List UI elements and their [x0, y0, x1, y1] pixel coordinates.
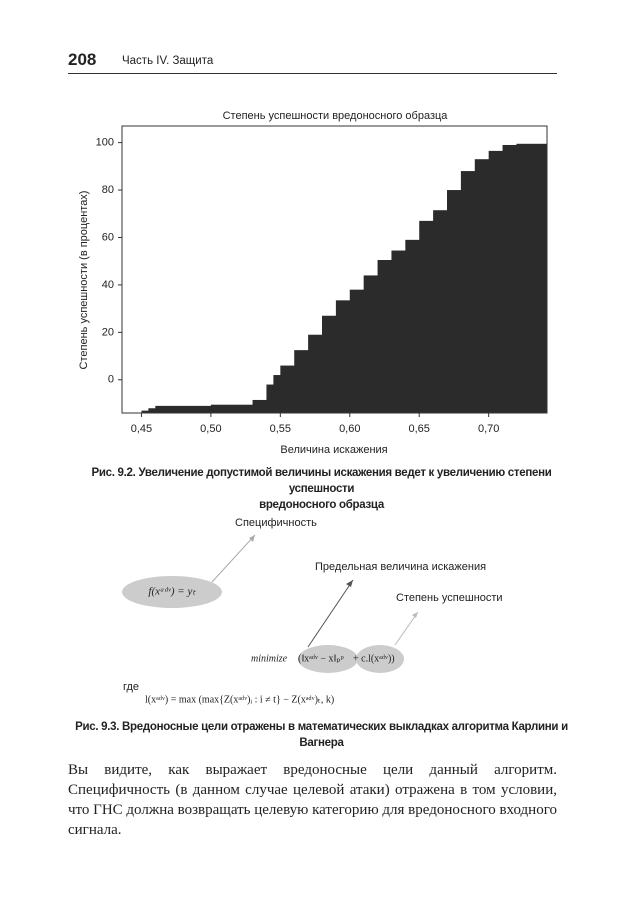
arrow	[211, 534, 256, 583]
step-bar	[447, 190, 462, 413]
arrowhead	[412, 612, 418, 618]
y-tick-label: 20	[102, 326, 114, 338]
formula: l(xᵃᵈᵛ) = max (max{Z(xᵃᵈᵛ)ᵢ : i ≠ t} − Z…	[145, 694, 334, 705]
caption-label: Рис. 9.3.	[75, 721, 120, 733]
ellipse	[122, 576, 222, 608]
header-rule	[68, 73, 557, 74]
step-bar	[273, 375, 281, 413]
arrow	[394, 611, 419, 646]
step-bar	[280, 365, 295, 413]
y-axis-label: Степень успешности (в процентах)	[78, 191, 90, 370]
step-bar	[488, 150, 504, 413]
formula: (‖xᵃᵈᵛ − x‖ₚᵖ	[298, 653, 344, 664]
step-bar	[363, 275, 379, 413]
step-bar	[516, 143, 548, 414]
step-bar	[294, 350, 309, 413]
x-tick-label: 0,60	[339, 423, 360, 435]
step-bar	[349, 289, 365, 413]
body-text: Вы видите, как выражает вредоносные цели…	[68, 762, 557, 838]
x-tick-label: 0,50	[200, 423, 221, 435]
caption-label: Рис. 9.2.	[91, 467, 136, 479]
step-bar	[502, 144, 517, 413]
arrowhead	[346, 580, 353, 587]
step-bar	[433, 210, 448, 413]
y-tick-label: 40	[102, 279, 114, 291]
caption-text: Увеличение допустимой величины искажения…	[138, 467, 552, 495]
step-bar	[210, 404, 254, 413]
section-title: Часть IV. Защита	[122, 55, 214, 67]
step-bar	[405, 239, 420, 413]
plot: 0 20 40 60 80 100 0,45 0,50 0,55 0,60 0,65 0,70	[96, 125, 548, 435]
ellipse	[298, 645, 358, 673]
label: Предельная величина искажения	[315, 561, 486, 573]
ellipse	[356, 645, 404, 673]
x-tick-label: 0,45	[131, 423, 152, 435]
caption: Рис. 9.2. Увеличение допустимой величины…	[60, 465, 583, 513]
page-number: 208	[68, 50, 97, 69]
x-axis-label: Величина искажения	[280, 444, 387, 456]
label: где	[123, 681, 139, 693]
step-bar	[335, 300, 351, 413]
label: Специфичность	[235, 517, 317, 529]
chart-title: Степень успешности вредоносного образца	[223, 110, 449, 122]
step-bar	[252, 399, 267, 413]
y-tick-label: 0	[108, 374, 114, 386]
formula: + c.l(xᵃᵈᵛ))	[353, 653, 395, 664]
formula: f(xᵃᵈᵛ) = yₜ	[148, 586, 196, 598]
caption-text: Вредоносные цели отражены в математическ…	[122, 721, 568, 749]
step-bar	[474, 159, 490, 413]
step-bar	[155, 405, 184, 413]
step-bar	[183, 405, 212, 413]
arrow	[307, 579, 354, 648]
step-bar	[266, 384, 274, 413]
y-tick-label: 100	[96, 137, 114, 149]
arrowhead	[249, 535, 255, 542]
caption: Рис. 9.3. Вредоносные цели отражены в ма…	[60, 719, 583, 751]
step-bar	[460, 171, 476, 413]
formula: minimize	[251, 653, 288, 664]
step-bar	[377, 260, 392, 413]
step-bar	[322, 315, 337, 413]
caption-text: вредоносного образца	[259, 499, 384, 511]
step-bar	[148, 408, 156, 413]
plot-frame	[121, 125, 548, 414]
step-bar	[141, 410, 149, 413]
x-tick-label: 0,70	[478, 423, 499, 435]
label: Степень успешности	[396, 592, 503, 604]
step-bar	[308, 334, 323, 413]
y-tick-label: 60	[102, 231, 114, 243]
y-tick-label: 80	[102, 184, 114, 196]
x-tick-label: 0,65	[409, 423, 430, 435]
x-tick-label: 0,55	[270, 423, 291, 435]
step-bar	[391, 250, 406, 413]
step-bar	[419, 220, 434, 413]
